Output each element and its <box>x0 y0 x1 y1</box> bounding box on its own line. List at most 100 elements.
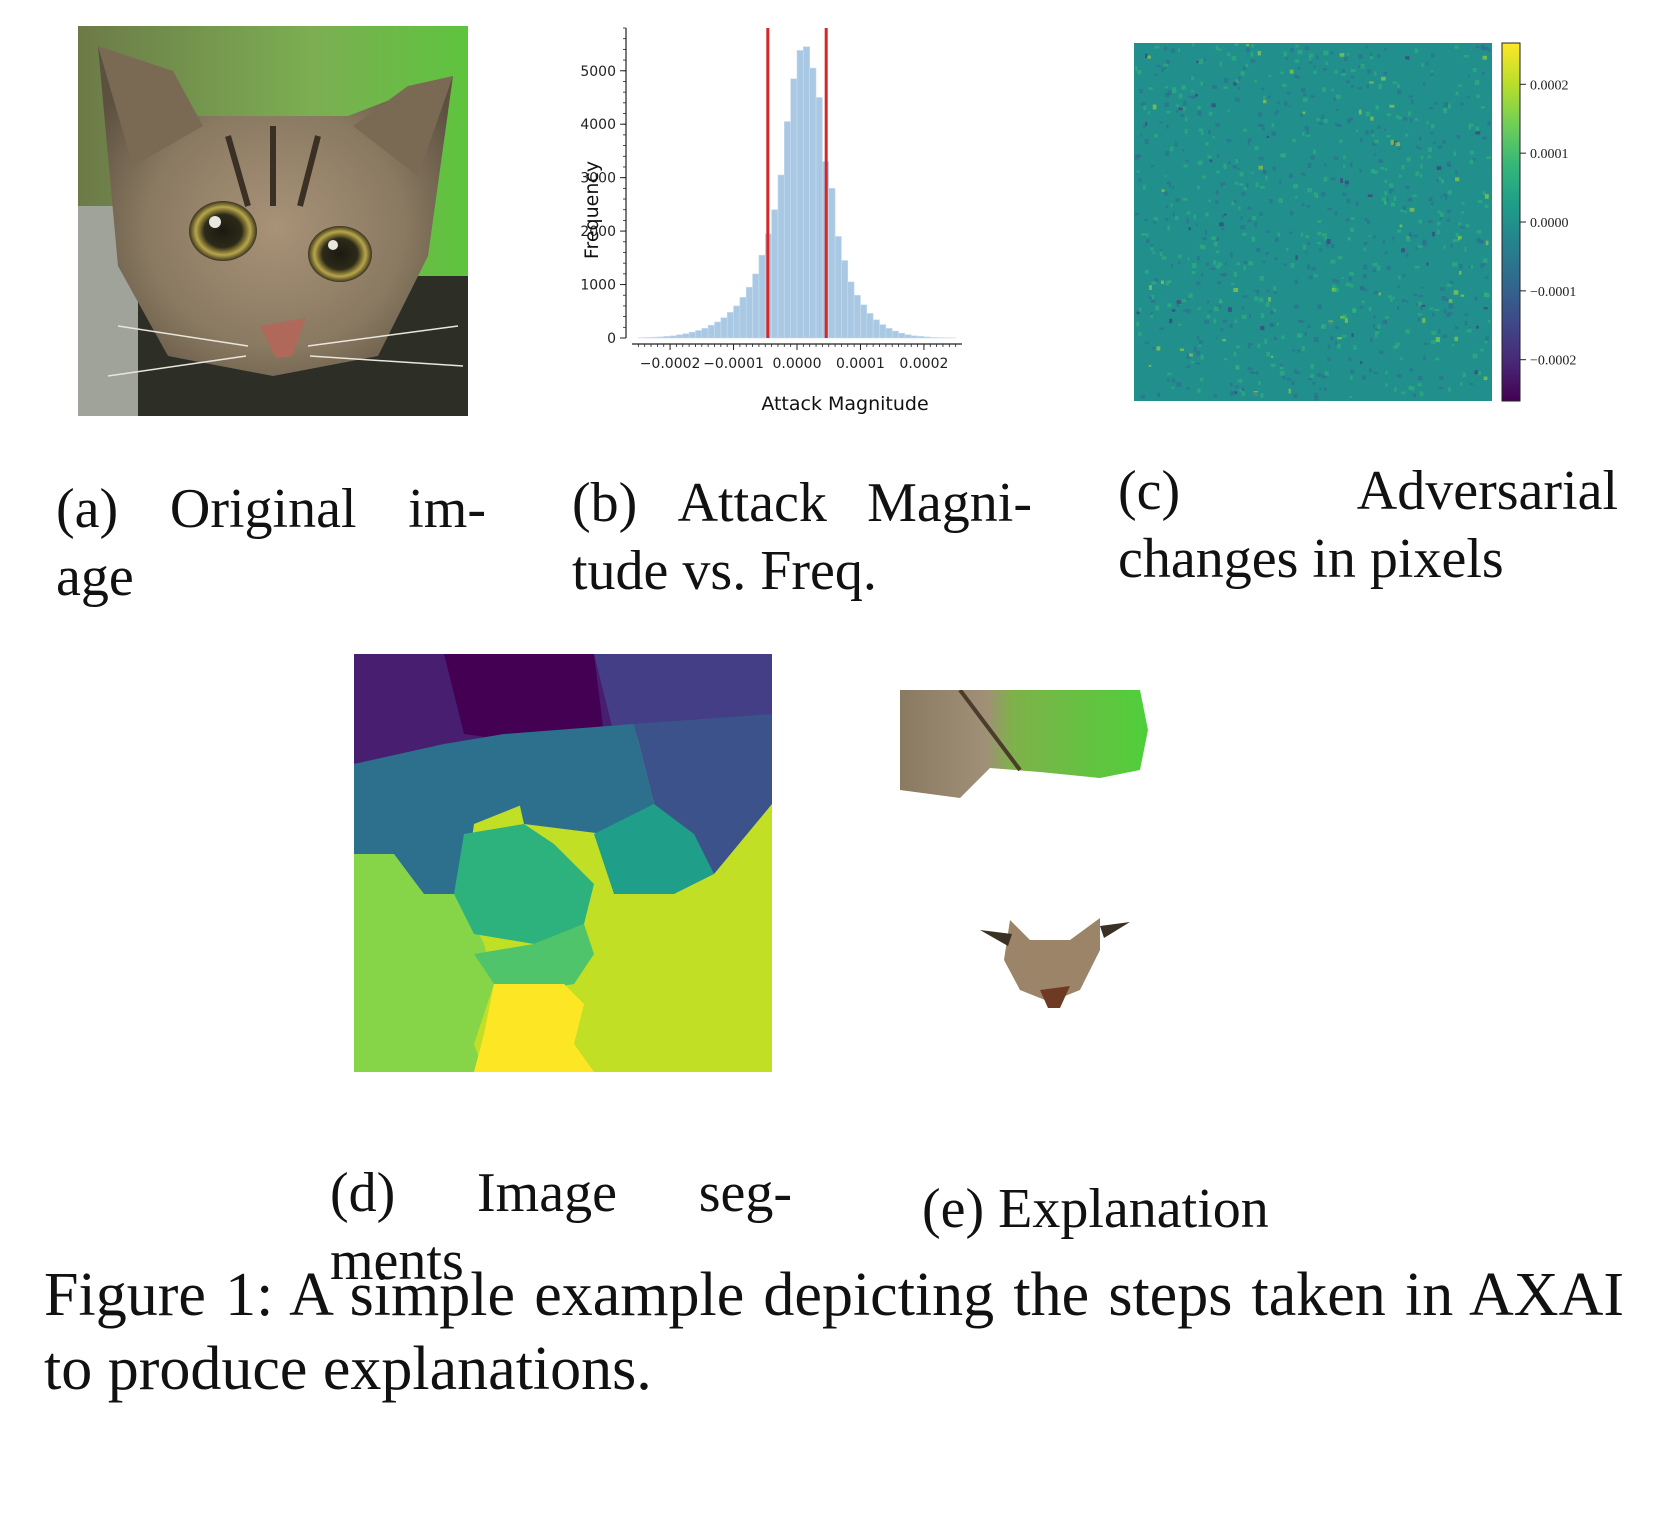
histogram-bar <box>707 324 715 339</box>
heatmap-speckle <box>1409 207 1415 212</box>
heatmap-speckle <box>1316 241 1321 245</box>
heatmap-speckle <box>1469 382 1474 386</box>
heatmap-speckle <box>1367 69 1371 74</box>
heatmap-speckle <box>1429 107 1434 110</box>
heatmap-speckle <box>1250 44 1255 48</box>
heatmap-speckle <box>1277 101 1280 105</box>
heatmap-speckle <box>1178 48 1181 52</box>
heatmap-speckle <box>1189 353 1193 357</box>
heatmap-speckle <box>1235 366 1240 370</box>
heatmap-speckle <box>1165 86 1168 89</box>
heatmap-speckle <box>1330 177 1336 181</box>
heatmap-speckle <box>1166 110 1171 114</box>
heatmap-speckle <box>1144 139 1149 145</box>
heatmap-speckle <box>1274 237 1279 242</box>
heatmap-speckle <box>1422 239 1427 243</box>
heatmap-speckle <box>1227 109 1230 112</box>
heatmap-speckle <box>1325 61 1328 66</box>
heatmap-speckle <box>1415 171 1420 177</box>
heatmap-speckle <box>1448 303 1454 309</box>
heatmap-speckle <box>1301 202 1305 207</box>
heatmap-speckle <box>1238 206 1241 211</box>
heatmap-speckle <box>1337 256 1343 260</box>
heatmap-speckle <box>1414 48 1419 54</box>
histogram-bar <box>790 78 798 339</box>
heatmap-speckle <box>1342 334 1347 338</box>
heatmap-speckle <box>1300 88 1306 93</box>
heatmap-speckle <box>1350 217 1355 220</box>
heatmap-speckle <box>1201 131 1204 136</box>
heatmap-speckle <box>1186 159 1190 162</box>
heatmap-speckle <box>1446 298 1450 302</box>
heatmap-speckle <box>1288 173 1294 179</box>
heatmap-speckle <box>1234 385 1239 388</box>
heatmap-speckle <box>1446 209 1451 213</box>
heatmap-speckle <box>1487 120 1491 126</box>
heatmap-speckle <box>1237 98 1241 103</box>
heatmap-speckle <box>1484 204 1489 208</box>
heatmap-speckle <box>1164 102 1169 107</box>
heatmap-speckle <box>1223 163 1227 167</box>
heatmap-speckle <box>1431 312 1435 317</box>
heatmap-speckle <box>1360 63 1365 69</box>
heatmap-speckle <box>1360 137 1363 143</box>
heatmap-speckle <box>1273 285 1277 291</box>
heatmap-speckle <box>1153 278 1159 283</box>
histogram-bar <box>796 50 804 339</box>
heatmap-speckle <box>1164 93 1170 98</box>
heatmap-speckle <box>1373 291 1379 295</box>
heatmap-speckle <box>1221 227 1225 231</box>
histogram-bar <box>771 209 779 339</box>
heatmap-speckle <box>1170 48 1176 53</box>
heatmap-speckle <box>1272 166 1276 171</box>
heatmap-speckle <box>1468 125 1471 130</box>
heatmap-speckle <box>1405 329 1410 334</box>
heatmap-speckle <box>1339 139 1343 143</box>
heatmap-speckle <box>1340 178 1344 184</box>
heatmap-speckle <box>1302 111 1306 115</box>
heatmap-speckle <box>1302 244 1306 250</box>
heatmap-speckle <box>1438 328 1441 334</box>
histogram-bar <box>815 97 823 339</box>
heatmap-speckle <box>1228 307 1232 312</box>
heatmap-speckle <box>1211 103 1216 108</box>
y-tick-label: 4000 <box>580 117 616 133</box>
heatmap-speckle <box>1321 114 1324 120</box>
heatmap-speckle <box>1192 263 1197 269</box>
heatmap-speckle <box>1446 218 1451 222</box>
heatmap-speckle <box>1215 265 1221 269</box>
histogram-bar <box>657 336 665 339</box>
heatmap-speckle <box>1224 358 1228 361</box>
heatmap-speckle <box>1142 124 1146 129</box>
heatmap-speckle <box>1145 122 1148 126</box>
heatmap-speckle <box>1357 87 1363 90</box>
heatmap-speckle <box>1443 109 1447 114</box>
heatmap-speckle <box>1254 296 1258 301</box>
heatmap-speckle <box>1195 93 1198 97</box>
heatmap-speckle <box>1176 104 1180 107</box>
heatmap-speckle <box>1197 160 1203 166</box>
x-tick-label: 0.0001 <box>836 356 885 372</box>
heatmap-speckle <box>1348 276 1352 281</box>
heatmap-speckle <box>1487 48 1491 52</box>
heatmap-speckle <box>1170 203 1173 207</box>
heatmap-speckle <box>1211 84 1217 89</box>
caption-c: (c) Adversarial <box>1118 460 1618 522</box>
heatmap-speckle <box>1165 59 1170 64</box>
heatmap-speckle <box>1285 56 1288 61</box>
heatmap-speckle <box>1178 323 1182 326</box>
heatmap-speckle <box>1382 240 1385 245</box>
heatmap-speckle <box>1397 229 1401 233</box>
heatmap-speckle <box>1161 256 1167 260</box>
heatmap-speckle <box>1476 371 1482 376</box>
heatmap-speckle <box>1344 185 1348 188</box>
heatmap-speckle <box>1289 210 1294 216</box>
heatmap-speckle <box>1279 371 1285 376</box>
heatmap-speckle <box>1222 273 1228 277</box>
heatmap-speckle <box>1192 95 1196 100</box>
heatmap-speckle <box>1372 268 1376 273</box>
heatmap-speckle <box>1200 354 1204 357</box>
heatmap-speckle <box>1335 94 1341 99</box>
heatmap-speckle <box>1151 294 1155 300</box>
heatmap-speckle <box>1265 230 1270 234</box>
